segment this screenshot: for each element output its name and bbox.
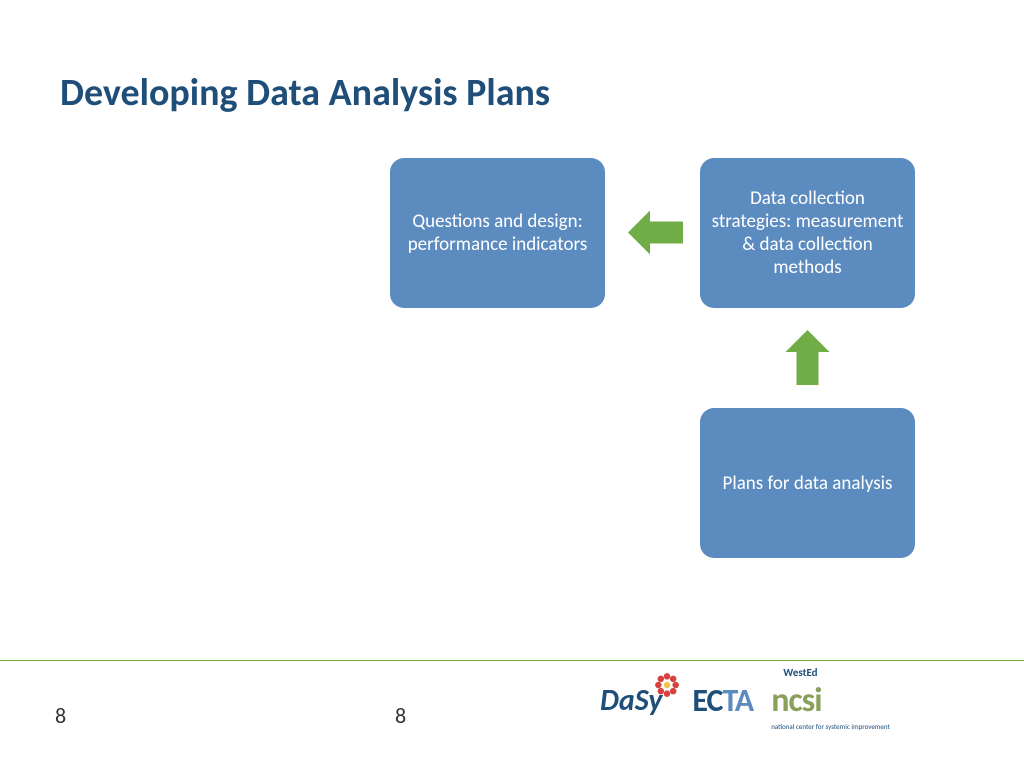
footer-logos: DaSy ECTA WestEd ncsi national center fo… [600, 680, 822, 721]
flow-node-questions: Questions and design: performance indica… [390, 158, 605, 308]
page-number-left: 8 [55, 702, 66, 729]
slide: Developing Data Analysis Plans Questions… [0, 0, 1024, 768]
page-title: Developing Data Analysis Plans [60, 70, 550, 116]
logo-ecta: ECTA [692, 681, 753, 720]
flow-node-strategies: Data collection strategies: measurement … [700, 158, 915, 308]
page-number-center: 8 [395, 702, 406, 729]
logo-dasy: DaSy [600, 682, 662, 719]
arrow-up-icon [780, 325, 835, 390]
arrow-left-icon [628, 205, 683, 260]
flower-icon [654, 672, 680, 698]
footer-divider [0, 660, 1024, 661]
logo-ncsi: WestEd ncsi national center for systemic… [771, 680, 821, 721]
flow-node-plans: Plans for data analysis [700, 408, 915, 558]
